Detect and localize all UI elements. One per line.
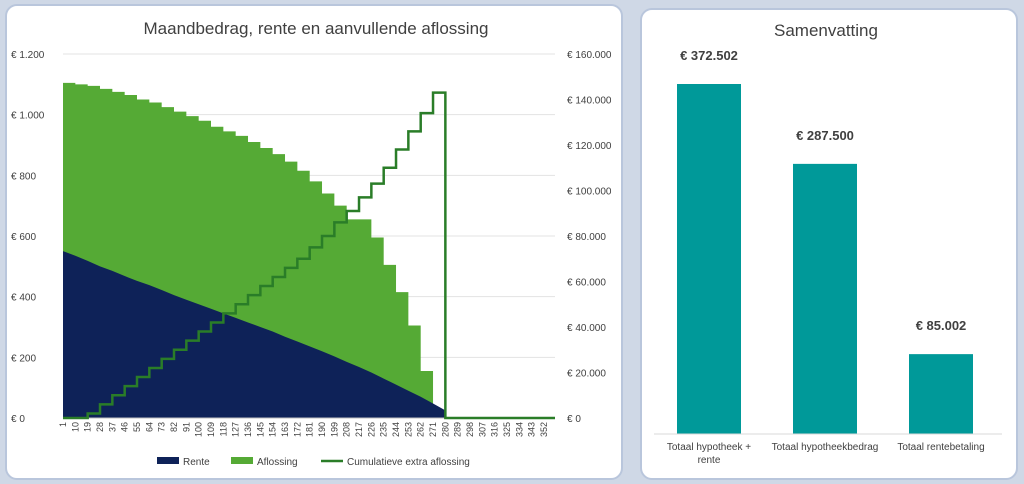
area-chart: Maandbedrag, rente en aanvullende afloss…	[11, 19, 612, 468]
summary-bar-chart: Samenvatting € 372.502 € 287.500 € 85.002 To…	[654, 21, 1002, 466]
y-left-tick-label: € 0	[11, 414, 25, 425]
summary-data-label: € 287.500	[796, 128, 854, 143]
x-tick-label: 208	[342, 422, 352, 437]
y-right-tick-label: € 60.000	[567, 278, 606, 289]
legend-aflossing-label: Aflossing	[257, 457, 298, 468]
x-tick-label: 64	[144, 422, 154, 432]
x-tick-label: 253	[403, 422, 413, 437]
y-left-tick-label: € 800	[11, 171, 36, 182]
x-tick-label: 118	[218, 422, 228, 436]
x-tick-label: 307	[477, 422, 487, 437]
x-tick-label: 163	[280, 422, 290, 437]
x-tick-label: 235	[379, 422, 389, 437]
x-tick-label: 109	[206, 422, 216, 437]
x-tick-label: 343	[527, 422, 537, 437]
legend-rente-swatch	[157, 457, 179, 464]
x-tick-label: 19	[83, 422, 93, 432]
x-tick-label: 136	[243, 422, 253, 437]
x-tick-label: 199	[329, 422, 339, 437]
x-tick-label: 1	[58, 422, 68, 427]
y-right-tick-label: € 40.000	[567, 323, 606, 334]
x-tick-label: 289	[453, 422, 463, 437]
x-tick-label: 55	[132, 422, 142, 432]
legend-cumulatieve-label: Cumulatieve extra aflossing	[347, 457, 470, 468]
legend-aflossing-swatch	[231, 457, 253, 464]
x-tick-label: 46	[120, 422, 130, 432]
x-tick-label: 91	[181, 422, 191, 432]
y-left-tick-label: € 1.200	[11, 50, 45, 61]
x-tick-label: 298	[465, 422, 475, 437]
x-tick-label: 325	[502, 422, 512, 437]
summary-bar	[909, 354, 973, 434]
x-tick-label: 262	[416, 422, 426, 437]
summary-data-label: € 85.002	[916, 318, 967, 333]
x-tick-label: 100	[194, 422, 204, 437]
y-right-tick-label: € 100.000	[567, 187, 612, 198]
area-chart-panel: Maandbedrag, rente en aanvullende afloss…	[5, 4, 623, 480]
summary-category-label: Totaal rentebetaling	[897, 442, 984, 453]
x-tick-label: 37	[107, 422, 117, 432]
x-tick-label: 154	[268, 422, 278, 437]
legend-rente-label: Rente	[183, 457, 210, 468]
summary-data-label: € 372.502	[680, 48, 738, 63]
x-tick-label: 334	[514, 422, 524, 437]
x-tick-label: 271	[428, 422, 438, 437]
summary-category-label: Totaal hypotheekbedrag	[772, 442, 879, 453]
x-tick-label: 145	[255, 422, 265, 437]
chart-title: Maandbedrag, rente en aanvullende afloss…	[144, 19, 489, 38]
x-tick-label: 10	[70, 422, 80, 432]
y-left-tick-label: € 1.000	[11, 111, 45, 122]
y-right-tick-label: € 0	[567, 414, 581, 425]
x-tick-label: 244	[391, 422, 401, 437]
series-rente-area	[63, 251, 447, 418]
series-cumulatieve-line	[63, 91, 555, 420]
x-tick-label: 226	[366, 422, 376, 437]
x-tick-label: 127	[231, 422, 241, 437]
y-right-tick-label: € 120.000	[567, 141, 612, 152]
y-right-tick-label: € 160.000	[567, 50, 612, 61]
y-left-tick-label: € 200	[11, 353, 36, 364]
x-tick-label: 181	[305, 422, 315, 437]
x-tick-label: 28	[95, 422, 105, 432]
y-right-tick-label: € 20.000	[567, 369, 606, 380]
x-tick-label: 316	[490, 422, 500, 437]
summary-bar	[677, 84, 741, 434]
summary-bar	[793, 163, 857, 434]
y-right-tick-label: € 140.000	[567, 96, 612, 107]
y-right-tick-label: € 80.000	[567, 232, 606, 243]
summary-chart-panel: Samenvatting € 372.502 € 287.500 € 85.002 To…	[640, 8, 1018, 480]
summary-category-label: Totaal hypotheek +	[667, 442, 751, 453]
x-tick-label: 280	[440, 422, 450, 437]
y-left-tick-label: € 600	[11, 232, 36, 243]
x-tick-label: 352	[539, 422, 549, 437]
x-tick-label: 82	[169, 422, 179, 432]
summary-category-label-line2: rente	[698, 455, 721, 466]
summary-title: Samenvatting	[774, 21, 878, 40]
x-tick-label: 73	[157, 422, 167, 432]
y-left-tick-label: € 400	[11, 293, 36, 304]
x-tick-label: 217	[354, 422, 364, 437]
x-tick-label: 190	[317, 422, 327, 437]
x-tick-label: 172	[292, 422, 302, 437]
